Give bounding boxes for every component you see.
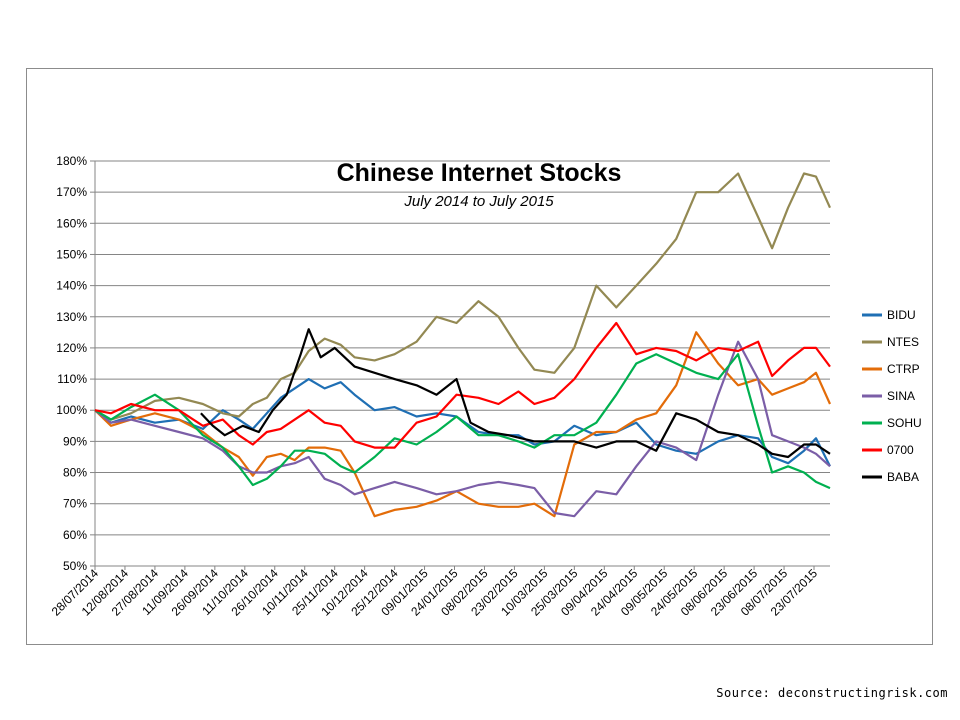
y-tick-label: 70%	[63, 497, 87, 511]
legend-label: NTES	[887, 335, 919, 349]
gridlines	[95, 160, 830, 567]
series-line-ntes	[94, 172, 832, 421]
legend-item-ntes: NTES	[862, 335, 919, 349]
legend-item-baba: BABA	[862, 470, 919, 484]
chart-subtitle: July 2014 to July 2015	[403, 193, 554, 210]
legend-item-sohu: SOHU	[862, 416, 922, 430]
y-tick-label: 160%	[56, 216, 87, 230]
legend-label: BIDU	[887, 308, 916, 322]
y-tick-label: 80%	[63, 466, 87, 480]
y-tick-label: 100%	[56, 403, 87, 417]
legend-item-bidu: BIDU	[862, 308, 916, 322]
legend-item-ctrp: CTRP	[862, 362, 920, 376]
line-chart: Chinese Internet Stocks July 2014 to Jul…	[49, 154, 922, 619]
series-lines	[94, 172, 832, 518]
legend-label: SINA	[887, 389, 915, 403]
legend-label: SOHU	[887, 416, 922, 430]
y-tick-label: 180%	[56, 154, 87, 168]
y-axis-ticks: 50% 60% 70% 80% 90% 100% 110% 120% 130% 140% 150% 1…	[56, 154, 95, 573]
y-tick-label: 140%	[56, 279, 87, 293]
series-line-sohu	[94, 353, 831, 490]
axes	[94, 161, 830, 567]
x-axis-ticks: 28/07/201412/08/201427/08/201411/09/2014…	[49, 566, 821, 619]
y-tick-label: 90%	[63, 434, 87, 448]
chart-frame: Chinese Internet Stocks July 2014 to Jul…	[26, 68, 933, 645]
legend: BIDU NTES CTRP SINA SOHU 0700 BABA	[862, 308, 922, 484]
y-tick-label: 110%	[57, 372, 87, 386]
legend-label: 0700	[887, 443, 914, 457]
chart-title: Chinese Internet Stocks	[337, 159, 622, 187]
series-line-baba	[200, 328, 831, 459]
y-tick-label: 130%	[56, 310, 87, 324]
legend-item-0700: 0700	[862, 443, 914, 457]
series-line-sina	[94, 340, 831, 518]
legend-label: CTRP	[887, 362, 920, 376]
source-credit: Source: deconstructingrisk.com	[716, 686, 948, 700]
legend-item-sina: SINA	[862, 389, 915, 403]
y-tick-label: 120%	[56, 341, 87, 355]
y-tick-label: 170%	[56, 185, 87, 199]
y-tick-label: 150%	[56, 247, 87, 261]
series-line-0700	[94, 321, 831, 449]
legend-label: BABA	[887, 470, 919, 484]
y-tick-label: 60%	[63, 528, 87, 542]
y-tick-label: 50%	[63, 559, 87, 573]
